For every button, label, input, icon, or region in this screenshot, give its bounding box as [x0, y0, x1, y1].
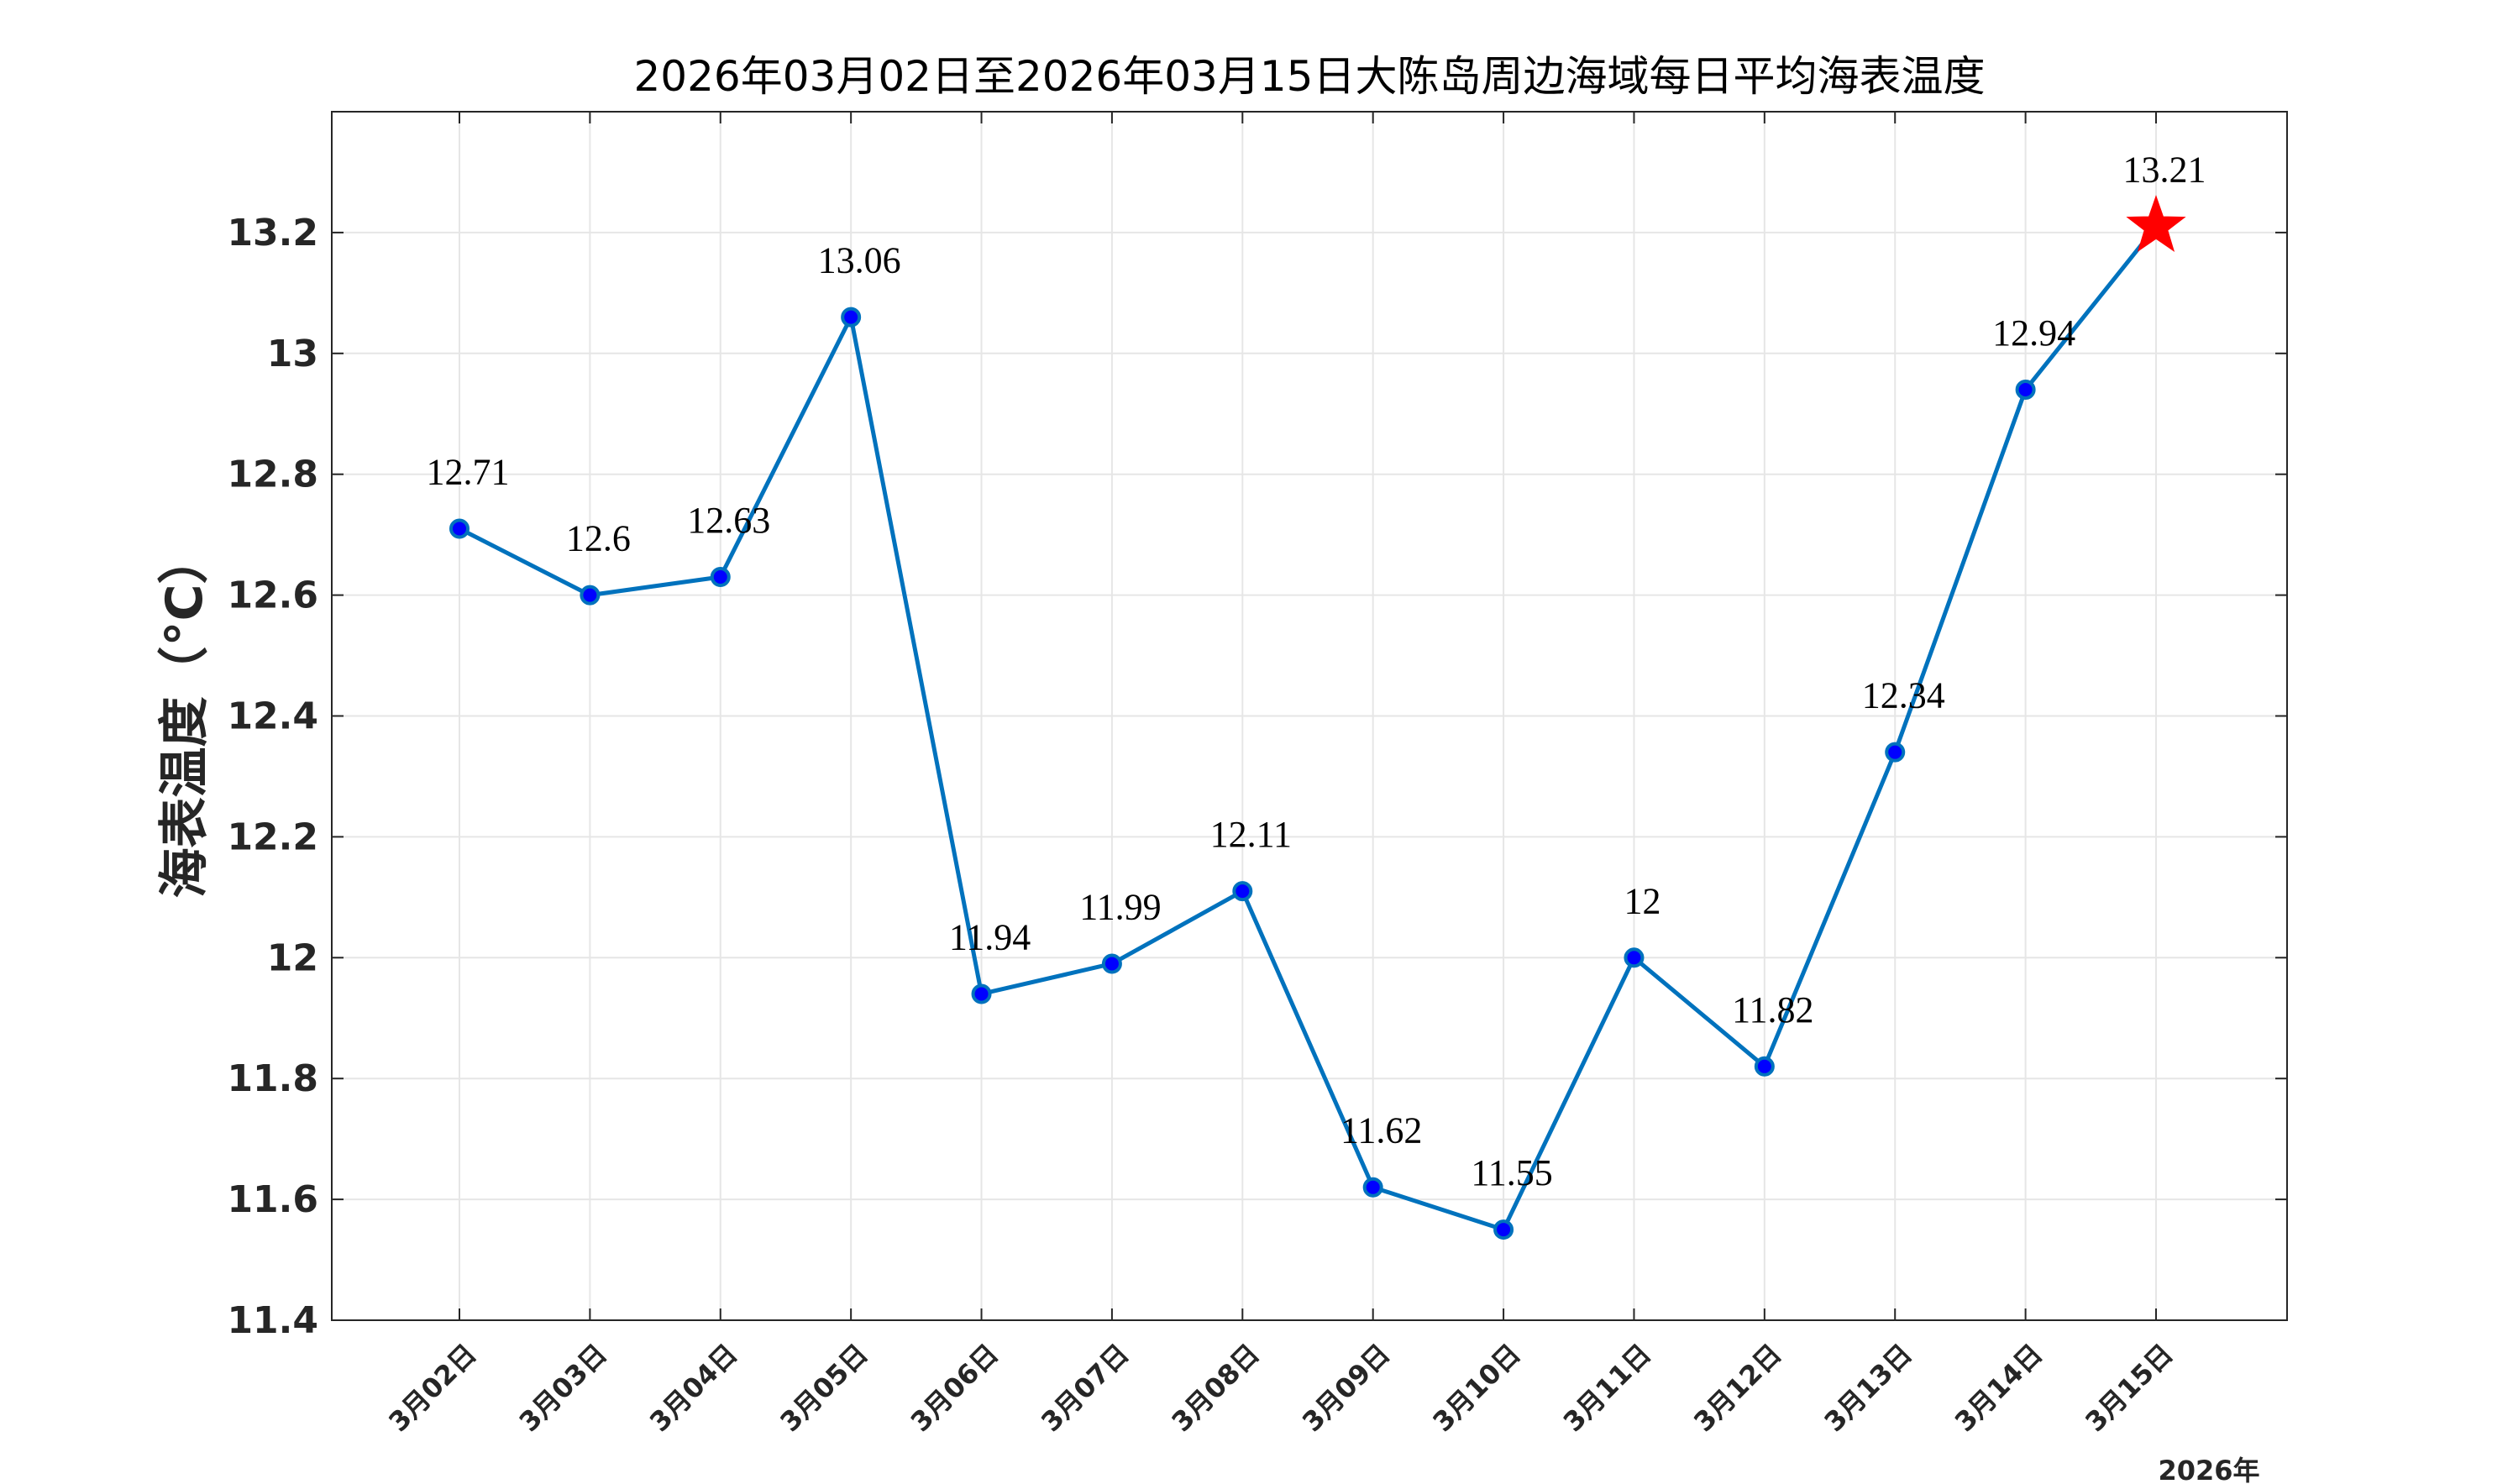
data-label: 12 [1624, 880, 1660, 921]
grid-lines [332, 112, 2287, 1321]
data-label: 13.06 [818, 240, 901, 281]
y-tick-label: 12.2 [227, 815, 318, 858]
y-tick-label: 12.6 [227, 574, 318, 617]
y-tick-label: 13 [267, 333, 318, 375]
data-label: 12.71 [427, 451, 510, 492]
data-label: 11.82 [1732, 989, 1813, 1030]
data-point [1885, 742, 1906, 763]
data-label: 11.94 [949, 916, 1031, 957]
data-point [1101, 953, 1122, 974]
y-tick-label: 11.6 [227, 1178, 318, 1221]
data-label: 12.63 [687, 500, 770, 541]
data-point [1754, 1056, 1775, 1077]
data-point [1624, 947, 1645, 968]
star-marker [2126, 195, 2186, 253]
data-label: 12.34 [1862, 675, 1945, 716]
axis-ticks [332, 112, 2287, 1321]
data-point [2015, 379, 2036, 400]
y-tick-label: 13.2 [227, 212, 318, 254]
data-label: 11.62 [1340, 1110, 1422, 1151]
data-label: 12.6 [566, 518, 631, 559]
data-point [580, 585, 601, 606]
y-tick-label: 11.4 [227, 1299, 318, 1342]
series-temperature [449, 195, 2186, 1240]
y-tick-label: 12.4 [227, 695, 318, 738]
data-labels: 12.71 12.6 12.63 13.06 11.94 11.99 12.11 11.62 1… [427, 149, 2206, 1193]
data-label: 12.94 [1992, 312, 2075, 354]
chart-title: 2026年03月02日至2026年03月15日大陈岛周边海域每日平均海表温度 [634, 52, 1986, 101]
data-point [449, 518, 470, 539]
data-label: 13.21 [2123, 149, 2206, 191]
data-label: 11.99 [1079, 886, 1161, 927]
y-tick-labels: 11.4 11.6 11.8 12 12.2 12.4 12.6 12.8 13 13.2 [227, 212, 318, 1342]
y-tick-label: 12 [267, 936, 318, 979]
data-point [1232, 881, 1253, 902]
data-label: 11.55 [1471, 1152, 1552, 1193]
data-point [841, 307, 862, 328]
data-label: 12.11 [1210, 814, 1292, 855]
data-point [710, 567, 731, 588]
data-point [1362, 1177, 1383, 1198]
series-line [458, 225, 2158, 1232]
y-tick-label: 11.8 [227, 1057, 318, 1100]
data-point [1493, 1219, 1514, 1240]
data-point [971, 983, 992, 1004]
x-axis-year-label: 2026年 [2158, 1455, 2259, 1484]
y-axis-label: 海表温度（°C） [155, 533, 214, 898]
y-tick-label: 12.8 [227, 454, 318, 496]
